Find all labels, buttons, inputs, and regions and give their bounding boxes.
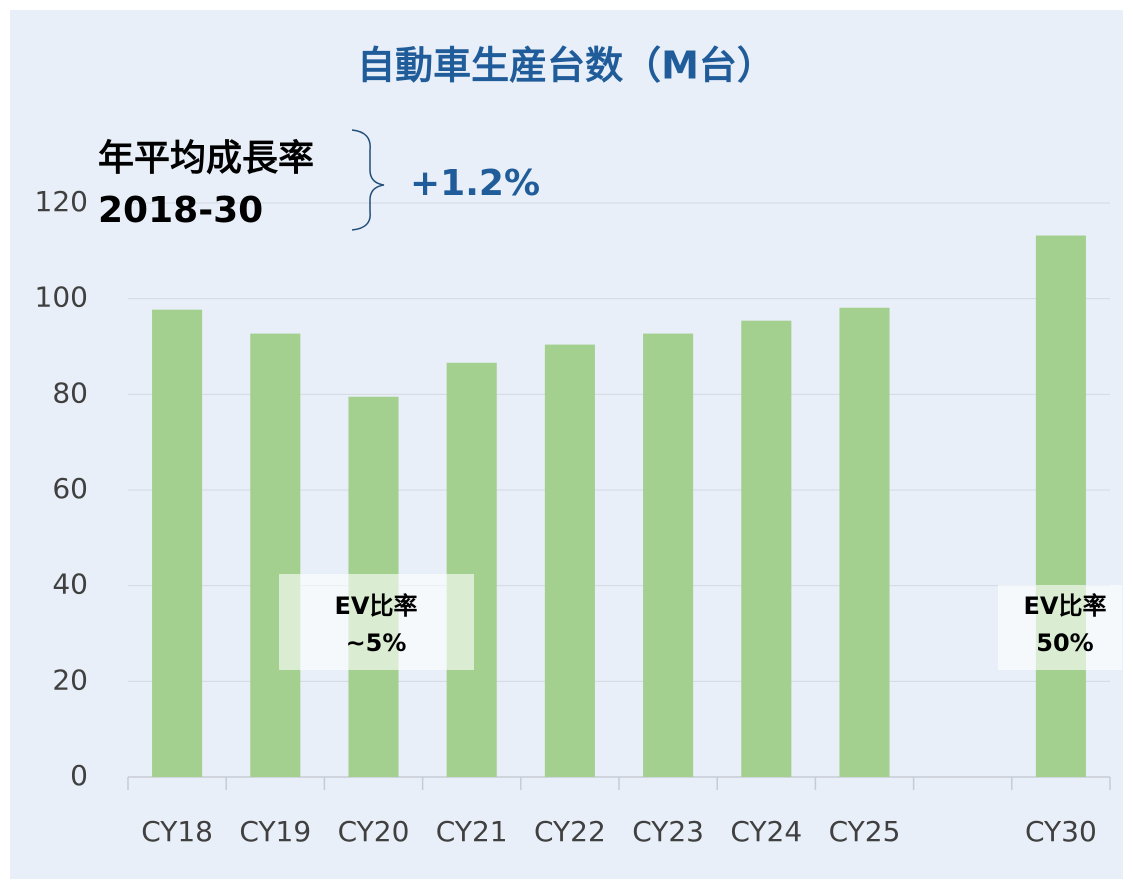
bar	[446, 362, 497, 777]
x-tick-label: CY24	[730, 815, 802, 848]
ev-note: ~5%	[346, 629, 407, 657]
x-tick-label: CY30	[1025, 815, 1097, 848]
cagr-label: 年平均成長率	[98, 138, 314, 179]
ev-note-box	[279, 574, 474, 670]
bar	[152, 309, 203, 777]
ev-note: EV比率	[335, 592, 418, 620]
chart-title: 自動車生産台数（M台）	[357, 44, 775, 88]
bar	[741, 320, 792, 777]
ev-note: 50%	[1036, 629, 1093, 657]
y-tick-label: 100	[35, 281, 88, 314]
x-tick-label: CY23	[632, 815, 704, 848]
ev-note-box	[998, 585, 1122, 670]
y-tick-label: 120	[35, 185, 88, 218]
y-tick-label: 20	[52, 663, 88, 696]
bar	[1035, 235, 1086, 777]
cagr-label: 2018-30	[98, 190, 263, 231]
y-tick-label: 0	[70, 759, 88, 792]
bar	[250, 333, 301, 777]
x-tick-label: CY21	[436, 815, 508, 848]
brace	[351, 129, 385, 231]
bar	[839, 307, 890, 777]
x-tick-label: CY25	[829, 815, 901, 848]
x-tick-label: CY20	[338, 815, 410, 848]
y-tick-label: 40	[52, 568, 88, 601]
x-tick-label: CY19	[239, 815, 311, 848]
x-tick-label: CY18	[141, 815, 213, 848]
x-tick-label: CY22	[534, 815, 606, 848]
bar	[643, 333, 694, 777]
y-tick-label: 60	[52, 472, 88, 505]
y-tick-label: 80	[52, 376, 88, 409]
bar	[544, 344, 595, 777]
ev-note: EV比率	[1024, 592, 1107, 620]
cagr-value: +1.2%	[410, 163, 540, 204]
